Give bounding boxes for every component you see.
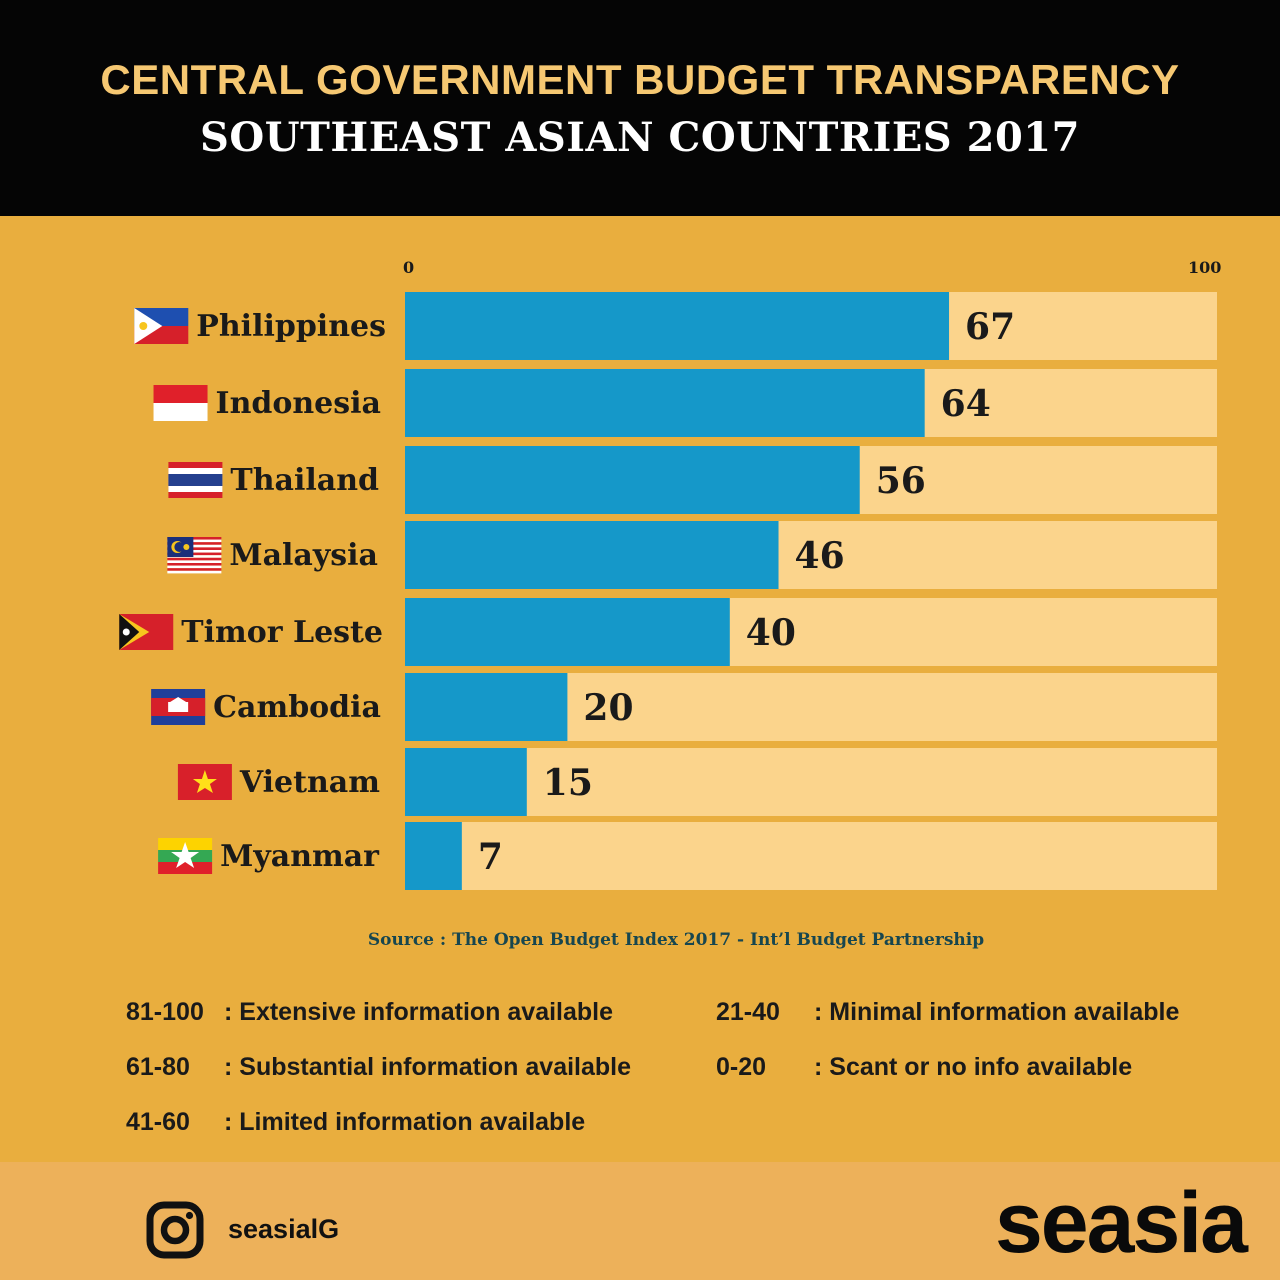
malaysia-flag-icon [167,537,222,574]
value-label-timor-leste: 40 [746,612,796,654]
footer [0,1162,1280,1280]
legend-desc-extensive: : Extensive information available [224,998,614,1026]
bar-track-vietnam [405,748,1217,816]
country-label-malaysia: Malaysia [229,538,378,573]
myanmar-flag-icon [158,838,213,874]
instagram-icon[interactable] [146,1201,204,1259]
country-label-thailand: Thailand [230,463,379,498]
country-label-timor-leste: Timor Leste [181,615,383,650]
philippines-flag-icon [134,308,189,344]
axis-tick-min: 0 [403,258,415,277]
legend-range-limited: 41-60 [126,1108,190,1136]
legend-desc-substantial: : Substantial information available [224,1053,632,1081]
bar-track-myanmar [405,822,1217,890]
bar-myanmar [405,822,462,890]
country-label-philippines: Philippines [196,309,386,344]
bar-timor-leste [405,598,730,666]
country-label-cambodia: Cambodia [213,690,381,725]
value-label-vietnam: 15 [543,762,593,804]
source-note: Source : The Open Budget Index 2017 - In… [367,930,985,950]
chart-subtitle: SOUTHEAST ASIAN COUNTRIES 2017 [200,114,1080,161]
bar-philippines [405,292,950,360]
value-label-thailand: 56 [876,460,926,502]
thailand-flag-icon [168,462,223,498]
value-label-cambodia: 20 [583,687,633,729]
cambodia-flag-icon [151,689,206,725]
value-label-myanmar: 7 [478,836,503,878]
legend-desc-scant: : Scant or no info available [814,1053,1133,1081]
vietnam-flag-icon [177,764,232,800]
legend-range-minimal: 21-40 [716,998,780,1026]
value-label-philippines: 67 [965,306,1015,348]
header-banner: CENTRAL GOVERNMENT BUDGET TRANSPARENCY S… [0,0,1280,216]
country-label-vietnam: Vietnam [239,765,380,800]
indonesia-flag-icon [153,385,208,421]
legend-range-extensive: 81-100 [126,998,204,1026]
bar-vietnam [405,748,527,816]
legend-range-scant: 0-20 [716,1053,767,1081]
legend-range-substantial: 61-80 [126,1053,190,1081]
bar-thailand [405,446,860,514]
bar-indonesia [405,369,925,437]
country-label-indonesia: Indonesia [216,386,381,421]
axis-tick-max: 100 [1188,258,1222,277]
instagram-handle[interactable]: seasialG [228,1214,340,1244]
value-label-malaysia: 46 [795,535,845,577]
country-label-myanmar: Myanmar [220,839,380,874]
bar-malaysia [405,521,779,589]
legend-desc-minimal: : Minimal information available [814,998,1180,1026]
chart-title: CENTRAL GOVERNMENT BUDGET TRANSPARENCY [100,56,1180,103]
timor-leste-flag-icon [119,614,174,650]
legend-desc-limited: : Limited information available [224,1108,586,1136]
value-label-indonesia: 64 [941,383,991,425]
brand-logo: seasia [994,1175,1248,1271]
bar-cambodia [405,673,568,741]
